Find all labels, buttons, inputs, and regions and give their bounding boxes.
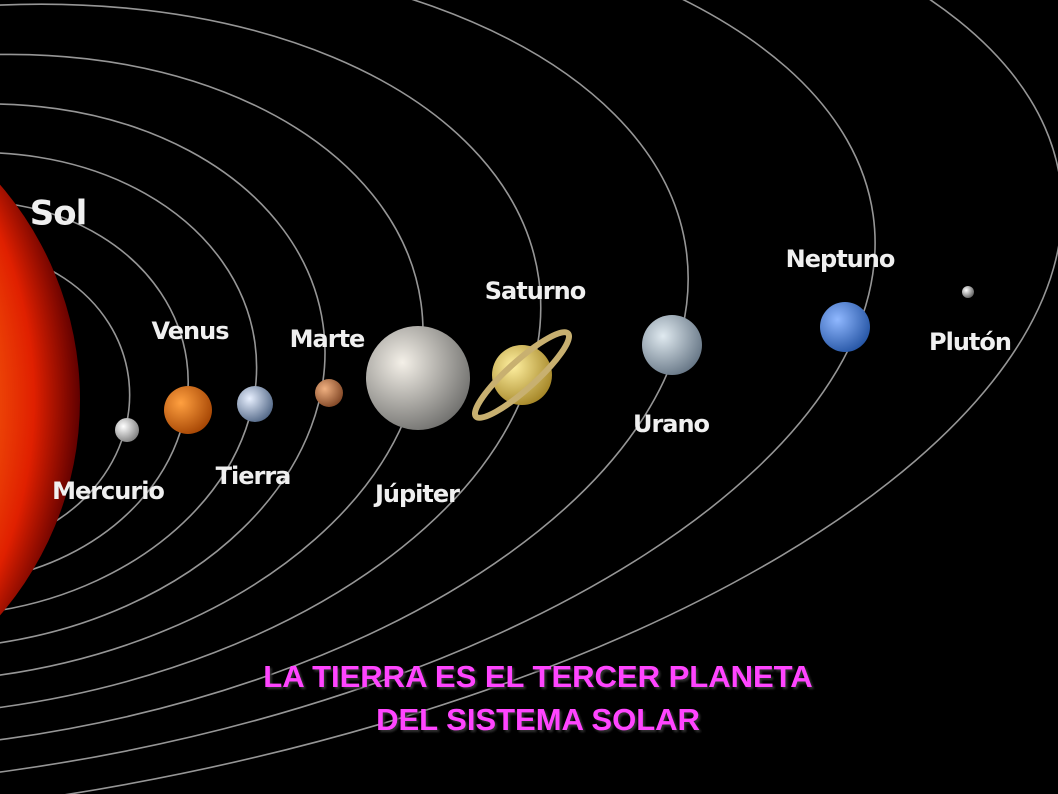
- planet-label: Júpiter: [373, 480, 460, 508]
- planet: [237, 386, 273, 422]
- planet-label: Urano: [633, 410, 710, 438]
- planet-label: Neptuno: [786, 245, 895, 273]
- planet-label: Venus: [152, 317, 230, 345]
- caption-line: LA TIERRA ES EL TERCER PLANETA: [263, 659, 812, 694]
- planet: [115, 418, 139, 442]
- sun: [0, 184, 80, 616]
- planet: [492, 345, 552, 405]
- planets: Mercurio Venus Tierra Marte Júpiter Saturno Ur…: [52, 245, 1012, 508]
- planet: [820, 302, 870, 352]
- orbit: [0, 0, 689, 753]
- orbit: [0, 151, 258, 617]
- planet-label: Saturno: [485, 277, 586, 305]
- planet: [164, 386, 212, 434]
- sun-label: Sol: [30, 194, 87, 234]
- planet: [315, 379, 343, 407]
- planet-label: Marte: [290, 325, 365, 353]
- caption-line: DEL SISTEMA SOLAR: [376, 702, 700, 737]
- orbit: [0, 3, 542, 718]
- planet-label: Mercurio: [52, 477, 164, 505]
- orbit: [0, 0, 876, 791]
- planet-label: Plutón: [929, 328, 1011, 356]
- orbit: [0, 103, 326, 650]
- orbit: [0, 248, 131, 552]
- planet: [962, 286, 974, 298]
- orbit: [0, 53, 424, 683]
- planet-ring: [471, 329, 573, 421]
- orbit: [0, 200, 189, 584]
- planet: [366, 326, 470, 430]
- planet-label: Tierra: [216, 462, 291, 490]
- planet: [642, 315, 702, 375]
